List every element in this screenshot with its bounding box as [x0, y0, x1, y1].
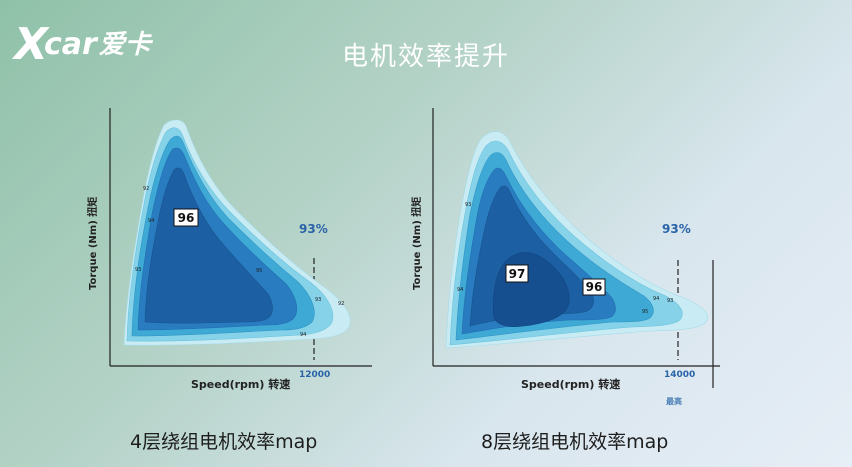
right-speed-tick: 14000: [664, 370, 695, 380]
logo-cn: 爱卡: [98, 30, 151, 60]
right-efficiency-map: 93 94 94 93 95 97 96 93% 14000 最高 Speed(…: [410, 108, 720, 406]
left-contour-label: 93: [135, 267, 141, 273]
right-x-label: Speed(rpm) 转速: [521, 377, 620, 391]
right-contour-label: 94: [457, 287, 463, 293]
left-contour-label: 94: [148, 218, 154, 224]
right-peak-box: [505, 264, 529, 283]
page-title: 电机效率提升: [341, 42, 510, 72]
right-contour-label: 94: [653, 296, 659, 302]
right-contour-label: 95: [642, 309, 648, 315]
left-map-caption: 4层绕组电机效率map: [130, 431, 318, 453]
xcar-logo: X car 爱卡: [14, 22, 151, 68]
left-efficiency-map: 92 94 93 95 93 92 94 96 93% 12000 Speed(…: [86, 108, 372, 391]
right-second-box: [582, 278, 606, 296]
right-overall-efficiency: 93%: [662, 222, 691, 236]
left-contour-label: 94: [300, 332, 306, 338]
left-peak-box: [173, 208, 199, 227]
right-bottom-note: 最高: [666, 396, 682, 406]
left-contour-label: 95: [256, 268, 262, 274]
left-peak-label: 96: [178, 211, 195, 225]
left-y-label: Torque (Nm) 扭矩: [86, 197, 99, 290]
left-contour-label: 93: [315, 297, 321, 303]
left-contour-label: 92: [143, 186, 149, 192]
logo-word: car: [43, 27, 97, 62]
left-x-label: Speed(rpm) 转速: [191, 377, 290, 391]
right-second-label: 96: [586, 280, 603, 294]
left-contour-label: 92: [338, 301, 344, 307]
right-contour-label: 93: [667, 298, 673, 304]
logo-x: X: [14, 19, 48, 70]
left-speed-tick: 12000: [299, 370, 330, 380]
right-map-caption: 8层绕组电机效率map: [481, 431, 669, 453]
right-y-label: Torque (Nm) 扭矩: [410, 197, 423, 290]
right-peak-label: 97: [509, 267, 526, 281]
right-contour-label: 93: [465, 202, 471, 208]
left-overall-efficiency: 93%: [299, 222, 328, 236]
left-zone-core: [144, 167, 273, 324]
